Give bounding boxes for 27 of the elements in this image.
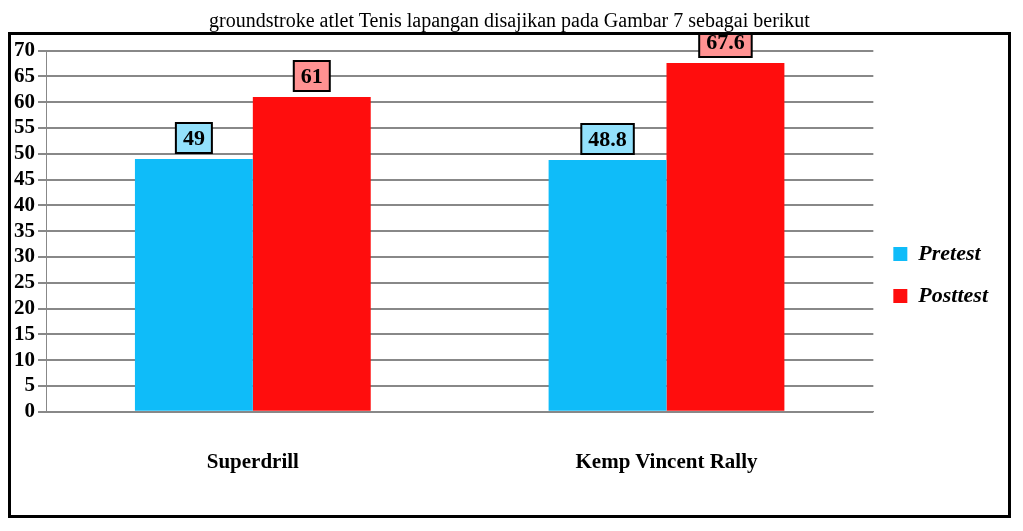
bar: [134, 158, 253, 411]
y-tick-label: 60: [14, 88, 35, 113]
y-tick-label: 10: [14, 346, 35, 371]
bar: [666, 62, 785, 411]
y-tick-label: 70: [14, 37, 35, 62]
y-tick-label: 35: [14, 217, 35, 242]
y-tick-label: 25: [14, 269, 35, 294]
y-tick-label: 55: [14, 114, 35, 139]
x-tick-label: Superdrill: [206, 448, 300, 473]
y-tick-label: 30: [14, 243, 35, 268]
y-tick-label: 45: [14, 166, 35, 191]
data-label: 48.8: [588, 125, 627, 151]
bar: [252, 97, 371, 411]
y-tick-label: 65: [14, 62, 35, 87]
data-label: 49: [182, 124, 205, 150]
x-tick-label: Kemp Vincent Rally: [575, 448, 758, 473]
y-tick-label: 5: [24, 372, 35, 397]
y-tick-label: 0: [24, 398, 35, 423]
text: groundstroke atlet Tenis lapangan disajikan pada Gambar 7 sebagai berikut: [208, 8, 811, 32]
data-label: 61: [300, 62, 323, 88]
y-tick-label: 15: [14, 320, 35, 345]
y-tick-label: 20: [14, 295, 35, 320]
bar: [548, 159, 667, 411]
legend-label: Posttest: [917, 281, 989, 307]
legend-label: Pretest: [917, 239, 982, 265]
y-tick-label: 40: [14, 191, 35, 216]
y-tick-label: 50: [14, 140, 35, 165]
